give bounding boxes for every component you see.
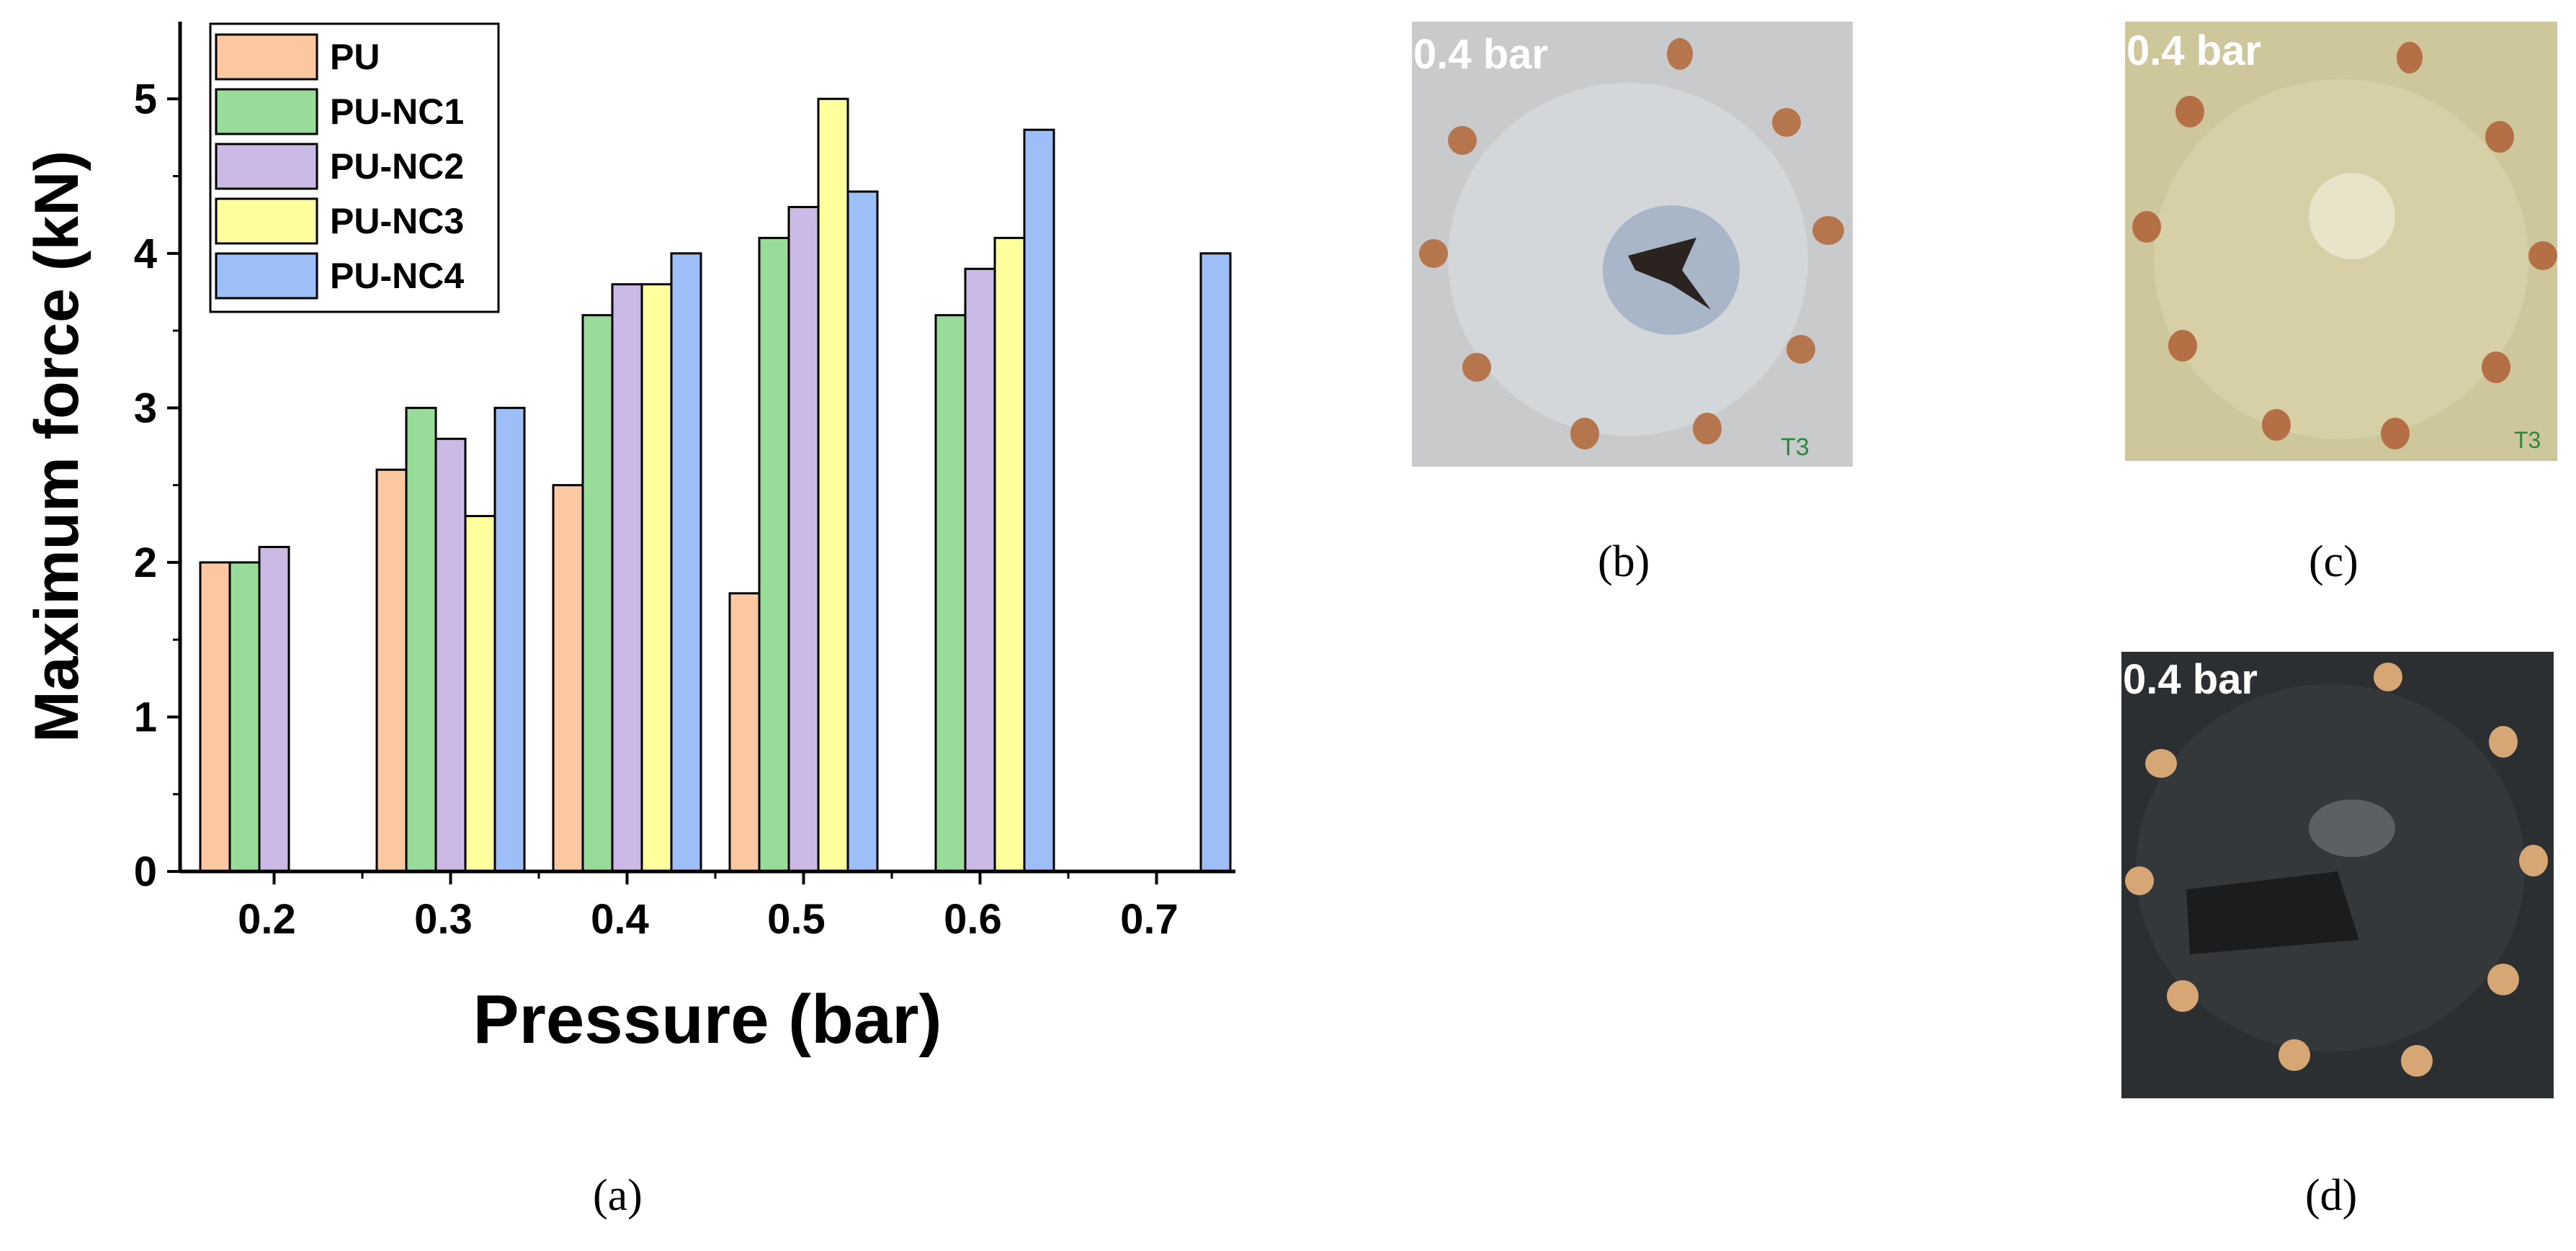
bar-pu-nc1-0.5 (758, 236, 790, 873)
x-tick-label: 0.5 (767, 896, 826, 943)
bar-pu-nc1-0.6 (934, 314, 967, 873)
bar-pu-nc4-0.3 (493, 406, 526, 873)
bars-layer (199, 97, 1232, 873)
x-tick-label: 0.4 (591, 896, 649, 943)
bar-pu-nc2-0.3 (434, 437, 467, 873)
bar-pu-0.4 (552, 484, 584, 873)
y-tick-label: 2 (134, 539, 157, 586)
x-tick-label: 0.7 (1120, 896, 1179, 943)
y-tick-label: 1 (134, 694, 157, 740)
bar-pu-nc4-0.7 (1199, 252, 1232, 873)
bar-pu-0.5 (728, 592, 761, 873)
bar-pu-nc1-0.4 (581, 314, 614, 873)
legend-swatch-pu-nc1 (215, 88, 318, 135)
photo-c-label: 0.4 bar (2126, 27, 2261, 74)
legend-label-pu: PU (330, 37, 380, 77)
puncture-hole (1628, 238, 1711, 310)
bar-pu-nc4-0.4 (670, 252, 702, 873)
caption-c: (c) (2309, 537, 2358, 586)
legend-label-pu-nc2: PU-NC2 (330, 146, 464, 187)
photo-c: 0.4 bar T3 (2125, 22, 2557, 461)
photo-d: 0.4 bar (2121, 652, 2554, 1098)
photo-b: 0.4 bar T3 (1412, 22, 1853, 467)
y-tick-label: 0 (134, 848, 157, 895)
axes-layer (178, 22, 1235, 874)
photo-c-annotation: T3 (2514, 427, 2541, 453)
caption-d: (d) (2305, 1171, 2358, 1220)
photo-d-label: 0.4 bar (2123, 656, 2258, 703)
legend-swatch-pu (215, 33, 318, 81)
legend: PU PU-NC1 PU-NC2 PU-NC3 PU-NC4 (209, 22, 500, 313)
bar-pu-0.3 (375, 468, 408, 873)
x-tick-label: 0.3 (414, 896, 473, 943)
photo-b-annotation: T3 (1781, 434, 1810, 461)
legend-label-pu-nc3: PU-NC3 (330, 201, 464, 241)
legend-swatch-pu-nc2 (215, 143, 318, 190)
bar-pu-nc3-0.6 (993, 236, 1026, 873)
legend-label-pu-nc4: PU-NC4 (330, 256, 464, 296)
bar-pu-nc2-0.5 (787, 205, 820, 873)
bar-pu-nc2-0.2 (258, 545, 290, 873)
bar-pu-nc4-0.5 (846, 190, 879, 873)
bar-pu-nc2-0.6 (964, 267, 996, 873)
caption-b: (b) (1598, 537, 1650, 586)
y-tick-label: 4 (134, 230, 157, 277)
bar-pu-nc2-0.4 (611, 283, 643, 873)
bar-pu-nc4-0.6 (1023, 128, 1055, 873)
bar-pu-nc3-0.3 (464, 515, 496, 873)
legend-swatch-pu-nc3 (215, 197, 318, 245)
y-tick-label: 3 (134, 385, 157, 431)
bar-pu-nc3-0.5 (817, 97, 849, 873)
x-axis-title: Pressure (bar) (473, 981, 942, 1058)
y-ticks: 0 1 2 3 4 5 (134, 76, 180, 895)
x-tick-label: 0.2 (238, 896, 296, 943)
x-ticks: 0.2 0.3 0.4 0.5 0.6 0.7 (238, 871, 1179, 943)
bar-pu-0.2 (199, 561, 231, 873)
caption-a: (a) (593, 1171, 643, 1220)
bar-pu-nc3-0.4 (640, 283, 673, 873)
photo-b-label: 0.4 bar (1413, 31, 1548, 78)
bar-pu-nc1-0.3 (405, 406, 437, 873)
y-axis-title: Maximum force (kN) (22, 151, 91, 743)
legend-swatch-pu-nc4 (215, 252, 318, 300)
x-tick-label: 0.6 (944, 896, 1002, 943)
y-tick-label: 5 (134, 76, 157, 122)
bar-pu-nc1-0.2 (228, 561, 261, 873)
legend-label-pu-nc1: PU-NC1 (330, 91, 464, 132)
